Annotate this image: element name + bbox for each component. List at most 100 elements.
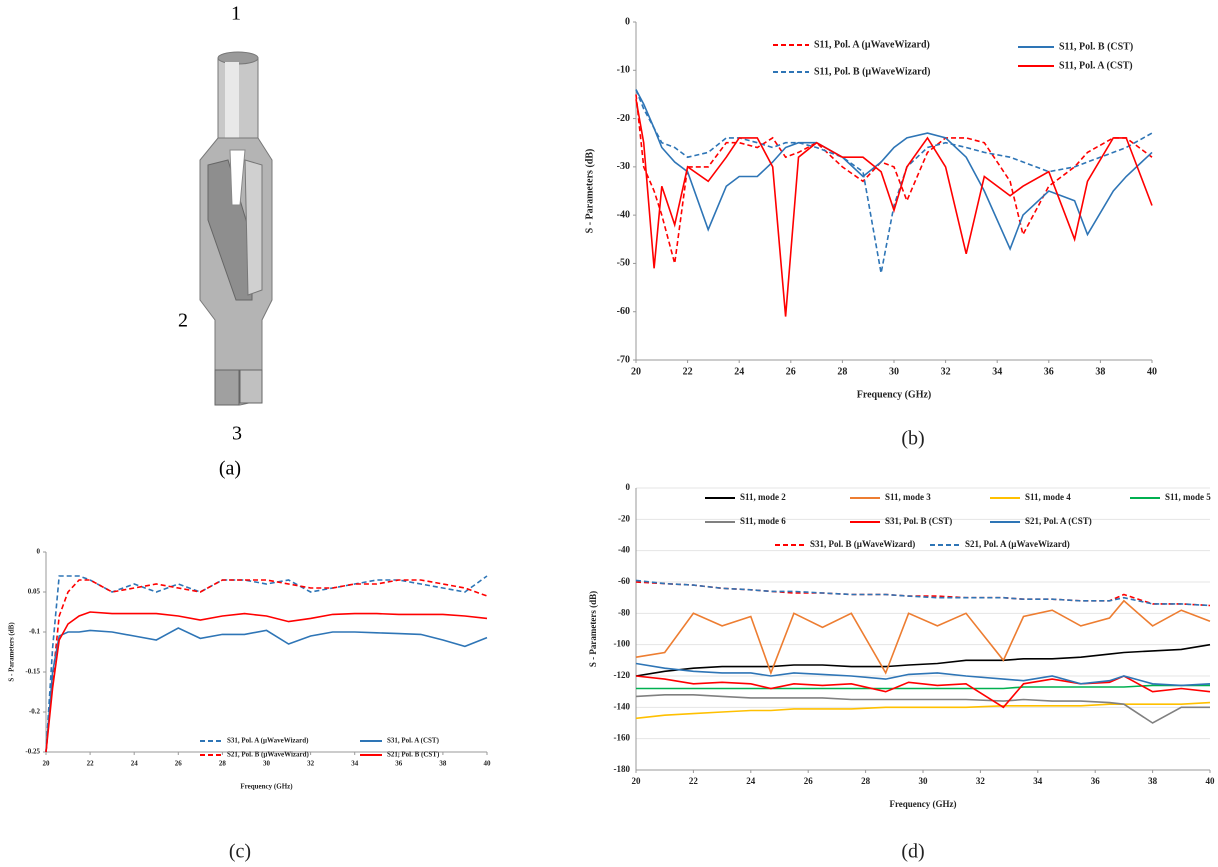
- x-tick-label: 34: [992, 366, 1002, 377]
- series-line: [46, 612, 487, 752]
- y-tick-label: -60: [618, 576, 630, 586]
- x-tick-label: 20: [43, 760, 51, 768]
- legend-label: S11, mode 4: [1025, 492, 1071, 502]
- x-tick-label: 36: [1091, 776, 1101, 786]
- legend-label: S11, mode 6: [740, 516, 786, 526]
- legend-label: S11, Pol. B (CST): [1059, 41, 1133, 52]
- x-axis-title: Frequency (GHz): [857, 389, 932, 400]
- legend-label: S31, Pol. A (µWaveWizard): [227, 737, 309, 745]
- x-tick-label: 24: [746, 776, 756, 786]
- x-tick-label: 24: [734, 366, 744, 377]
- x-tick-label: 36: [395, 760, 403, 768]
- x-tick-label: 40: [1206, 776, 1216, 786]
- y-tick-label: 0: [37, 548, 41, 556]
- legend-label: S11, mode 2: [740, 492, 786, 502]
- y-tick-label: -70: [617, 354, 630, 365]
- series-line: [46, 628, 487, 752]
- y-tick-label: -120: [614, 670, 631, 680]
- y-tick-label: -0.2: [29, 708, 41, 716]
- x-tick-label: 26: [804, 776, 814, 786]
- x-tick-label: 28: [861, 776, 871, 786]
- y-tick-label: -0.15: [25, 668, 40, 676]
- legend-label: S21, Pol. A (CST): [1025, 516, 1092, 526]
- series-line: [636, 676, 1210, 707]
- y-tick-label: 0.05: [28, 588, 41, 596]
- y-tick-label: -40: [617, 209, 630, 220]
- legend-label: S21, Pol. B (µWaveWizard): [227, 751, 310, 759]
- y-tick-label: -30: [617, 161, 630, 172]
- x-tick-label: 28: [837, 366, 847, 377]
- port-label: 3: [232, 423, 242, 445]
- caption: (b): [901, 428, 924, 450]
- y-tick-label: -10: [617, 65, 630, 76]
- x-tick-label: 40: [1147, 366, 1157, 377]
- y-tick-label: 0: [626, 482, 631, 492]
- x-tick-label: 36: [1044, 366, 1054, 377]
- y-tick-label: -160: [614, 733, 631, 743]
- legend-label: S21, Pol. A (µWaveWizard): [965, 539, 1070, 549]
- figure: 1 2 3 (a) 0-10-20-30-40-50-60-7020222426…: [0, 0, 1218, 867]
- x-tick-label: 22: [683, 366, 693, 377]
- legend-label: S11, mode 5: [1165, 492, 1211, 502]
- legend-label: S31, Pol. B (CST): [885, 516, 952, 526]
- x-tick-label: 26: [786, 366, 796, 377]
- series-line: [636, 645, 1210, 676]
- x-tick-label: 34: [1033, 776, 1043, 786]
- legend-label: S11, Pol. A (CST): [1059, 60, 1133, 71]
- legend-label: S31, Pol. B (µWaveWizard): [810, 539, 915, 549]
- series-line: [46, 580, 487, 752]
- x-tick-label: 28: [219, 760, 227, 768]
- x-tick-label: 24: [131, 760, 139, 768]
- x-axis-title: Frequency (GHz): [240, 783, 293, 791]
- x-tick-label: 32: [976, 776, 986, 786]
- y-tick-label: -100: [614, 639, 631, 649]
- y-tick-label: -40: [618, 545, 630, 555]
- x-tick-label: 38: [1148, 776, 1158, 786]
- caption: (c): [229, 841, 251, 863]
- legend-label: S31, Pol. A (CST): [387, 737, 440, 745]
- series-line: [636, 695, 1210, 723]
- legend-label: S11, Pol. B (µWaveWizard): [814, 66, 930, 77]
- series-line: [636, 90, 1152, 274]
- y-tick-label: -20: [617, 113, 630, 124]
- caption: (d): [901, 841, 924, 863]
- device-model: [200, 52, 272, 405]
- y-tick-label: -140: [614, 701, 631, 711]
- x-tick-label: 30: [919, 776, 929, 786]
- y-tick-label: -180: [614, 764, 631, 774]
- x-tick-label: 40: [484, 760, 492, 768]
- x-tick-label: 38: [439, 760, 447, 768]
- y-tick-label: -0.25: [25, 748, 40, 756]
- x-tick-label: 34: [351, 760, 359, 768]
- y-tick-label: 0: [625, 16, 630, 27]
- x-tick-label: 38: [1095, 366, 1105, 377]
- series-line: [636, 99, 1152, 316]
- legend-label: S11, Pol. A (µWaveWizard): [814, 39, 930, 50]
- x-tick-label: 20: [631, 366, 641, 377]
- series-line: [636, 90, 1152, 249]
- series-line: [46, 576, 487, 752]
- legend-label: S21, Pol. B (CST): [387, 751, 440, 759]
- x-tick-label: 20: [632, 776, 642, 786]
- y-tick-label: -0.1: [29, 628, 41, 636]
- x-tick-label: 30: [889, 366, 899, 377]
- x-tick-label: 22: [87, 760, 95, 768]
- series-line: [636, 601, 1210, 673]
- x-tick-label: 26: [175, 760, 183, 768]
- series-line: [636, 685, 1210, 688]
- x-tick-label: 32: [941, 366, 951, 377]
- caption: (a): [219, 458, 241, 480]
- x-tick-label: 30: [263, 760, 271, 768]
- y-axis-title: S - Parameters (dB): [584, 149, 595, 234]
- y-tick-label: -60: [617, 306, 630, 317]
- y-tick-label: -50: [617, 258, 630, 269]
- x-tick-label: 32: [307, 760, 315, 768]
- x-tick-label: 22: [689, 776, 699, 786]
- x-axis-title: Frequency (GHz): [889, 799, 956, 809]
- y-tick-label: -20: [618, 513, 630, 523]
- port-label: 1: [231, 3, 241, 25]
- port-label: 2: [178, 310, 188, 332]
- legend-label: S11, mode 3: [885, 492, 931, 502]
- y-tick-label: -80: [618, 607, 630, 617]
- y-axis-title: S - Parameters (dB): [8, 622, 16, 682]
